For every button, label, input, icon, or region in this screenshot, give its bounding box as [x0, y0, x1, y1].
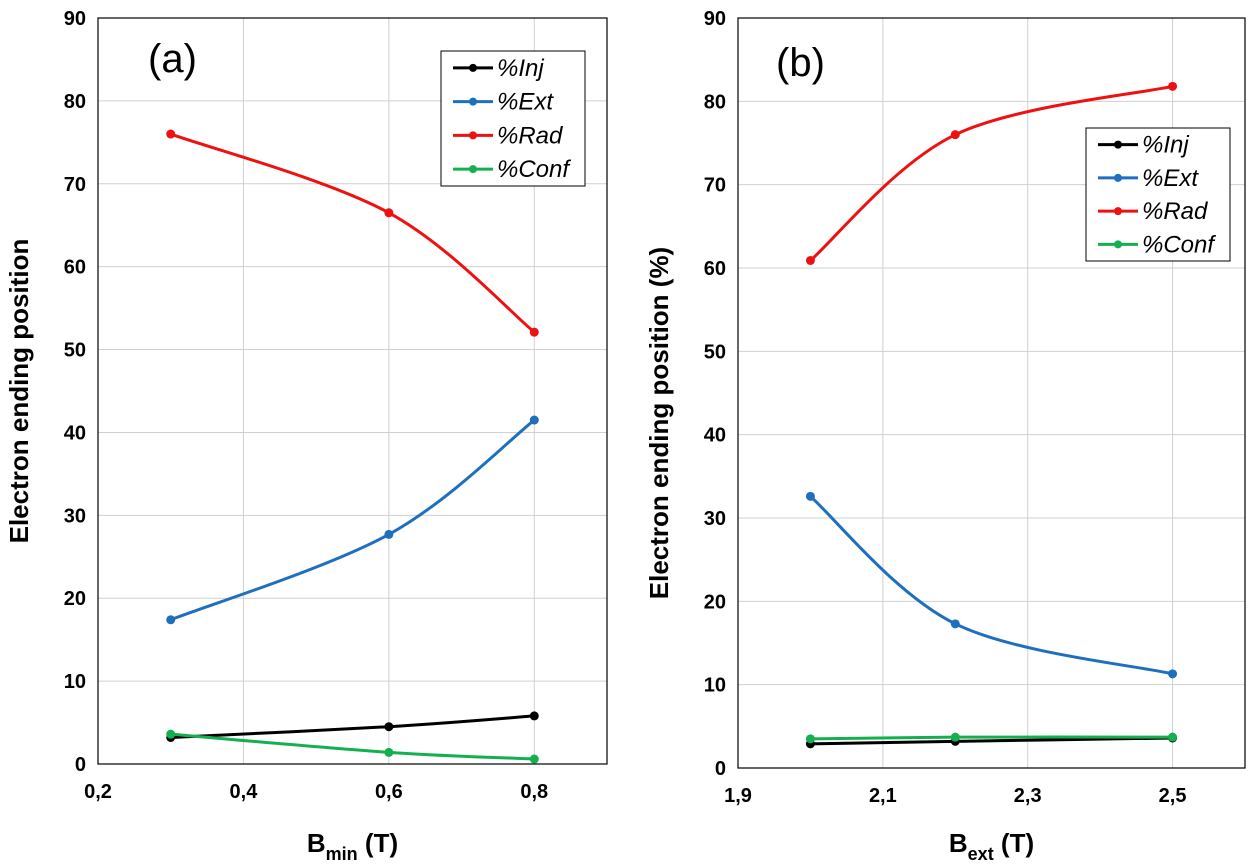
legend: %Inj %Ext %Rad %Conf [440, 50, 586, 187]
y-tick-label: 90 [704, 8, 726, 30]
legend-swatch-marker [469, 63, 477, 72]
y-tick-label: 50 [64, 340, 86, 362]
data-point [384, 208, 394, 218]
legend-swatch-marker [469, 165, 477, 174]
data-point [1168, 81, 1178, 91]
legend-item: %Rad [453, 122, 563, 149]
series-line [169, 732, 536, 761]
data-point [805, 491, 815, 501]
legend-label: %Ext [1142, 165, 1199, 192]
data-point [950, 619, 960, 629]
x-tick-label: 0,6 [375, 781, 403, 803]
legend-label: %Ext [497, 89, 554, 116]
data-point [1168, 669, 1178, 679]
x-tick-label: 0,2 [84, 781, 112, 803]
legend-label: %Rad [497, 122, 563, 149]
data-point [805, 256, 815, 265]
chart-panel-b: 0 10 20 30 40 50 60 70 80 90 1,9 2,1 2,3 2,5 Electron … [644, 8, 1246, 864]
legend-label: %Rad [1142, 198, 1208, 225]
data-point [166, 729, 176, 739]
x-tick-label: 2,1 [869, 785, 897, 807]
legend-item: %Rad [1098, 198, 1208, 225]
y-tick-label: 30 [704, 508, 726, 530]
data-point [950, 732, 960, 742]
legend-swatch-marker [469, 97, 477, 106]
x-tick-label: 0,4 [230, 781, 259, 803]
legend-item: %Inj [453, 55, 544, 82]
y-tick-label: 80 [64, 91, 86, 113]
y-tick-label: 20 [64, 588, 86, 610]
data-point [950, 130, 960, 140]
series-line [808, 494, 1175, 676]
legend-item: %Ext [453, 89, 554, 116]
x-axis-title: Bmin (T) [307, 828, 398, 864]
y-tick-label: 40 [64, 422, 86, 444]
legend-label: %Conf [1142, 231, 1216, 258]
y-tick-label: 0 [75, 754, 86, 776]
data-point [166, 129, 176, 139]
data-point [529, 327, 539, 337]
legend: %Inj %Ext %Rad %Conf [1085, 127, 1231, 262]
x-tick-label: 1,9 [724, 785, 752, 807]
y-tick-label: 0 [715, 758, 726, 780]
y-tick-label: 40 [704, 425, 726, 447]
y-axis-title: Electron ending position (%) [644, 247, 674, 599]
y-tick-label: 80 [704, 91, 726, 113]
data-point [529, 754, 539, 764]
data-point [384, 747, 394, 757]
legend-swatch-marker [1114, 207, 1122, 216]
y-tick-label: 10 [704, 675, 726, 697]
panel-label: (b) [776, 41, 825, 85]
data-point [384, 722, 394, 732]
y-tick-label: 10 [64, 671, 86, 693]
legend-swatch-marker [1114, 140, 1122, 149]
legend-item: %Ext [1098, 165, 1199, 192]
y-axis-title: Electron ending position [4, 239, 34, 544]
data-point [805, 734, 815, 744]
x-tick-label: 2,5 [1159, 785, 1187, 807]
series-line [169, 714, 536, 739]
legend-label: %Inj [497, 55, 544, 82]
x-tick-label: 0,8 [520, 781, 548, 803]
y-tick-label: 20 [704, 591, 726, 613]
x-tick-label: 2,3 [1014, 785, 1042, 807]
legend-label: %Inj [1142, 132, 1189, 159]
x-axis-title: Bext (T) [949, 828, 1034, 864]
plot-frame [97, 17, 608, 765]
legend-item: %Conf [453, 156, 571, 183]
y-tick-label: 60 [704, 258, 726, 280]
legend-swatch-marker [1114, 173, 1122, 182]
legend-item: %Inj [1098, 132, 1189, 159]
legend-swatch-marker [469, 131, 477, 140]
panel-label: (a) [148, 37, 197, 81]
data-point [166, 615, 176, 625]
y-tick-label: 90 [64, 8, 86, 30]
legend-label: %Conf [497, 156, 571, 183]
y-tick-label: 30 [64, 505, 86, 527]
y-tick-label: 70 [704, 175, 726, 197]
y-tick-label: 60 [64, 257, 86, 279]
y-tick-label: 50 [704, 341, 726, 363]
series-line [169, 418, 536, 622]
data-point [1168, 732, 1178, 742]
series-line [808, 735, 1175, 741]
legend-swatch-marker [1114, 240, 1122, 249]
plot-frame [737, 17, 1246, 769]
legend-item: %Conf [1098, 231, 1216, 258]
chart-panel-a: 0 10 20 30 40 50 60 70 80 90 0,2 0,4 0,6 0,8 Electron … [4, 8, 608, 864]
legend-box [440, 50, 586, 187]
y-tick-label: 70 [64, 174, 86, 196]
data-point [384, 529, 394, 539]
data-point [529, 711, 539, 721]
legend-box [1085, 127, 1231, 262]
data-point [529, 415, 539, 425]
